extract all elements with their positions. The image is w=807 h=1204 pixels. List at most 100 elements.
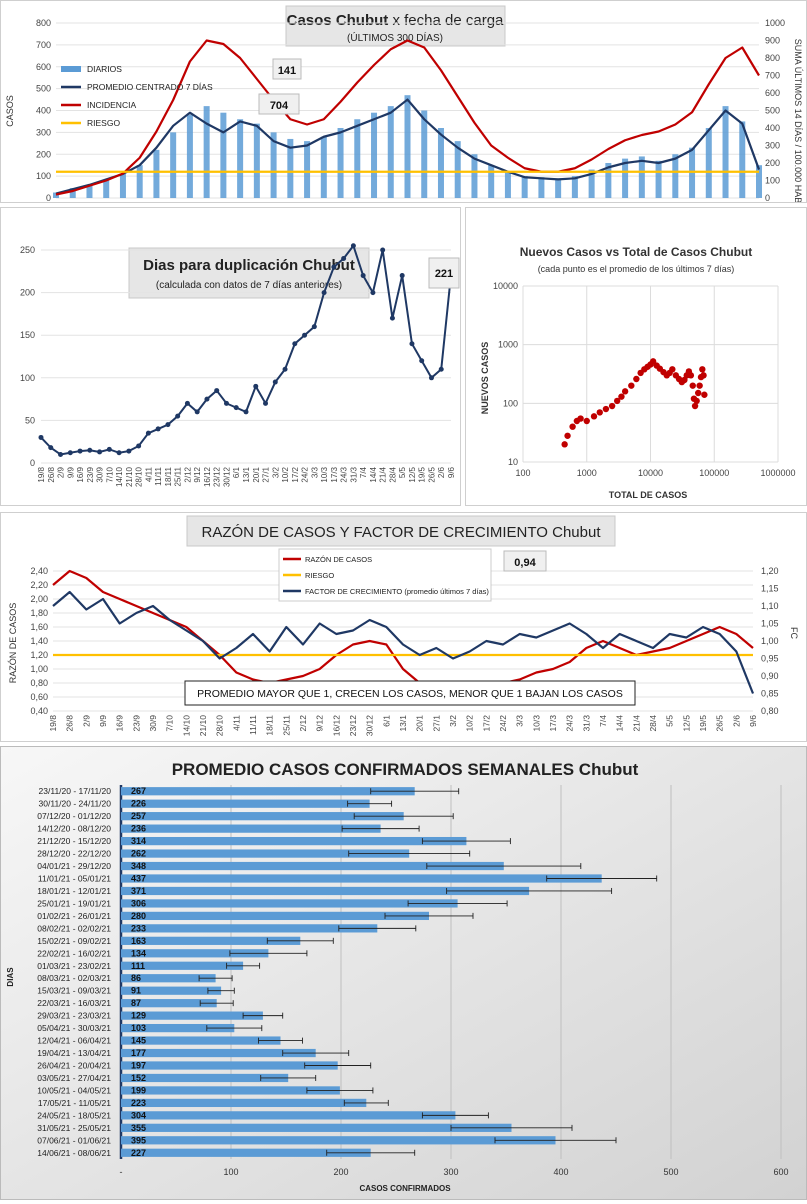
- weekly-bar: [121, 1136, 556, 1145]
- scatter-point: [569, 423, 576, 430]
- duplication-point: [311, 324, 317, 330]
- x-tick-label: 14/4: [369, 466, 378, 482]
- weekly-bar: [121, 886, 530, 896]
- y-tick-label: 0: [46, 193, 51, 202]
- bar-value-label: 306: [131, 898, 146, 908]
- scatter-point: [621, 388, 629, 395]
- x-tick-label: 21/10: [198, 715, 208, 737]
- x-tick-label: 28/10: [135, 466, 144, 487]
- x-tick-label: 14/10: [115, 466, 124, 487]
- weekly-bar: [121, 1036, 281, 1045]
- duplication-point: [155, 426, 161, 432]
- scatter-point: [701, 391, 708, 398]
- category-label: 22/03/21 - 16/03/21: [37, 998, 111, 1008]
- x-tick-label: 30/12: [365, 715, 375, 737]
- x-tick-label: 2/6: [731, 715, 741, 727]
- x-tick-label: 16/12: [203, 466, 212, 487]
- x-tick-label: 28/4: [388, 466, 397, 482]
- x-tick-label: 23/9: [86, 466, 95, 482]
- weekly-bar: [121, 874, 602, 883]
- y-tick-label: 100: [20, 373, 35, 383]
- scatter-point: [699, 366, 706, 373]
- x-tick-label: 3/3: [310, 466, 319, 478]
- bar-value-label: 91: [131, 986, 141, 996]
- x-tick-label: 20/1: [415, 715, 425, 732]
- scatter-point: [564, 432, 571, 439]
- series-line: [52, 590, 755, 694]
- category-label: 15/02/21 - 09/02/21: [37, 936, 111, 946]
- weekly-bar: [121, 924, 378, 933]
- weekly-bar: [121, 1073, 289, 1083]
- chart-legend: DIARIOS PROMEDIO CENTRADO 7 DÍAS INCIDENCI…: [61, 64, 213, 128]
- duplication-point: [67, 450, 73, 456]
- daily-bar: [538, 177, 545, 198]
- annotation-value: 704: [270, 100, 289, 112]
- weekly-bar: [121, 799, 370, 808]
- y2-tick-label: 0,95: [761, 654, 779, 664]
- x-tick-label: 16/9: [115, 715, 125, 732]
- annotation-box: [428, 257, 460, 289]
- chart-subtitle: (calculada con datos de 7 días anteriore…: [156, 280, 342, 291]
- x-tick-label: 4/11: [144, 466, 153, 482]
- weekly-bar: [121, 861, 504, 871]
- weekly-bar: [121, 899, 458, 908]
- weekly-bar: [121, 1086, 340, 1095]
- duplication-point: [165, 422, 171, 428]
- y2-tick-label: 600: [765, 88, 780, 98]
- x-tick-label: 10000: [638, 468, 663, 478]
- y2-tick-label: 0: [765, 193, 770, 202]
- bar-value-label: 227: [131, 1148, 146, 1158]
- x-tick-label: 26/8: [65, 715, 75, 732]
- x-tick-label: 9/12: [315, 715, 325, 732]
- annotation-value: 0,94: [514, 557, 536, 569]
- bar-value-label: 257: [131, 811, 146, 821]
- y-tick-label: 2,40: [30, 566, 48, 576]
- duplication-point: [419, 358, 425, 364]
- category-label: 08/02/21 - 02/02/21: [37, 923, 111, 933]
- x-tick-label: 26/5: [715, 715, 725, 732]
- category-label: 22/02/21 - 16/02/21: [37, 948, 111, 958]
- x-tick-label: 10/3: [531, 715, 541, 732]
- scatter-point: [633, 375, 640, 383]
- y-tick-label: 0,60: [30, 692, 48, 702]
- x-tick-label: 500: [663, 1167, 678, 1177]
- weekly-bar: [121, 1061, 338, 1070]
- duplication-point: [204, 396, 210, 402]
- annotation-box: [272, 58, 302, 80]
- x-tick-label: 3/2: [271, 466, 280, 478]
- bar-value-label: 177: [131, 1048, 146, 1058]
- x-tick-label: 2/6: [437, 466, 446, 478]
- daily-bar: [404, 95, 411, 198]
- category-label: 26/04/21 - 20/04/21: [37, 1061, 111, 1071]
- x-tick-label: 20/1: [252, 466, 261, 482]
- scatter-point: [583, 417, 590, 425]
- chart-legend: RAZÓN DE CASOS RIESGO FACTOR DE CRECIMIENT…: [278, 548, 492, 602]
- bar-value-label: 145: [131, 1036, 146, 1046]
- y-axis-label: RAZÓN DE CASOS: [8, 603, 18, 684]
- y2-tick-label: 0,90: [761, 671, 779, 681]
- category-label: 10/05/21 - 04/05/21: [37, 1085, 111, 1095]
- category-label: 14/12/20 - 08/12/20: [37, 824, 111, 834]
- x-tick-label: 3/2: [448, 715, 458, 727]
- legend-label: RIESGO: [305, 571, 334, 580]
- x-tick-label: 18/11: [164, 466, 173, 486]
- x-tick-label: 6/1: [381, 715, 391, 727]
- category-label: 01/02/21 - 26/01/21: [37, 911, 111, 921]
- daily-bar: [387, 106, 394, 198]
- duplication-point: [360, 273, 366, 279]
- x-axis-label: CASOS CONFIRMADOS: [359, 1184, 451, 1193]
- y-tick-label: 200: [36, 149, 51, 159]
- category-label: 19/04/21 - 13/04/21: [37, 1048, 111, 1058]
- note-text: PROMEDIO MAYOR QUE 1, CRECEN LOS CASOS, …: [197, 688, 623, 700]
- x-tick-label: 5/5: [665, 715, 675, 727]
- y2-tick-label: 0,85: [761, 689, 779, 699]
- duplication-point: [77, 448, 83, 454]
- daily-bar: [421, 110, 428, 198]
- chart-title: Casos Chubut x fecha de carga: [287, 12, 504, 29]
- x-tick-label: 10/2: [465, 715, 475, 732]
- razon-factor-chart: RAZÓN DE CASOS Y FACTOR DE CRECIMIENTO C…: [8, 515, 799, 737]
- scatter-point: [613, 397, 621, 405]
- x-tick-label: 23/9: [131, 715, 141, 732]
- y2-tick-label: 1,20: [761, 566, 779, 576]
- category-label: 17/05/21 - 11/05/21: [38, 1098, 111, 1108]
